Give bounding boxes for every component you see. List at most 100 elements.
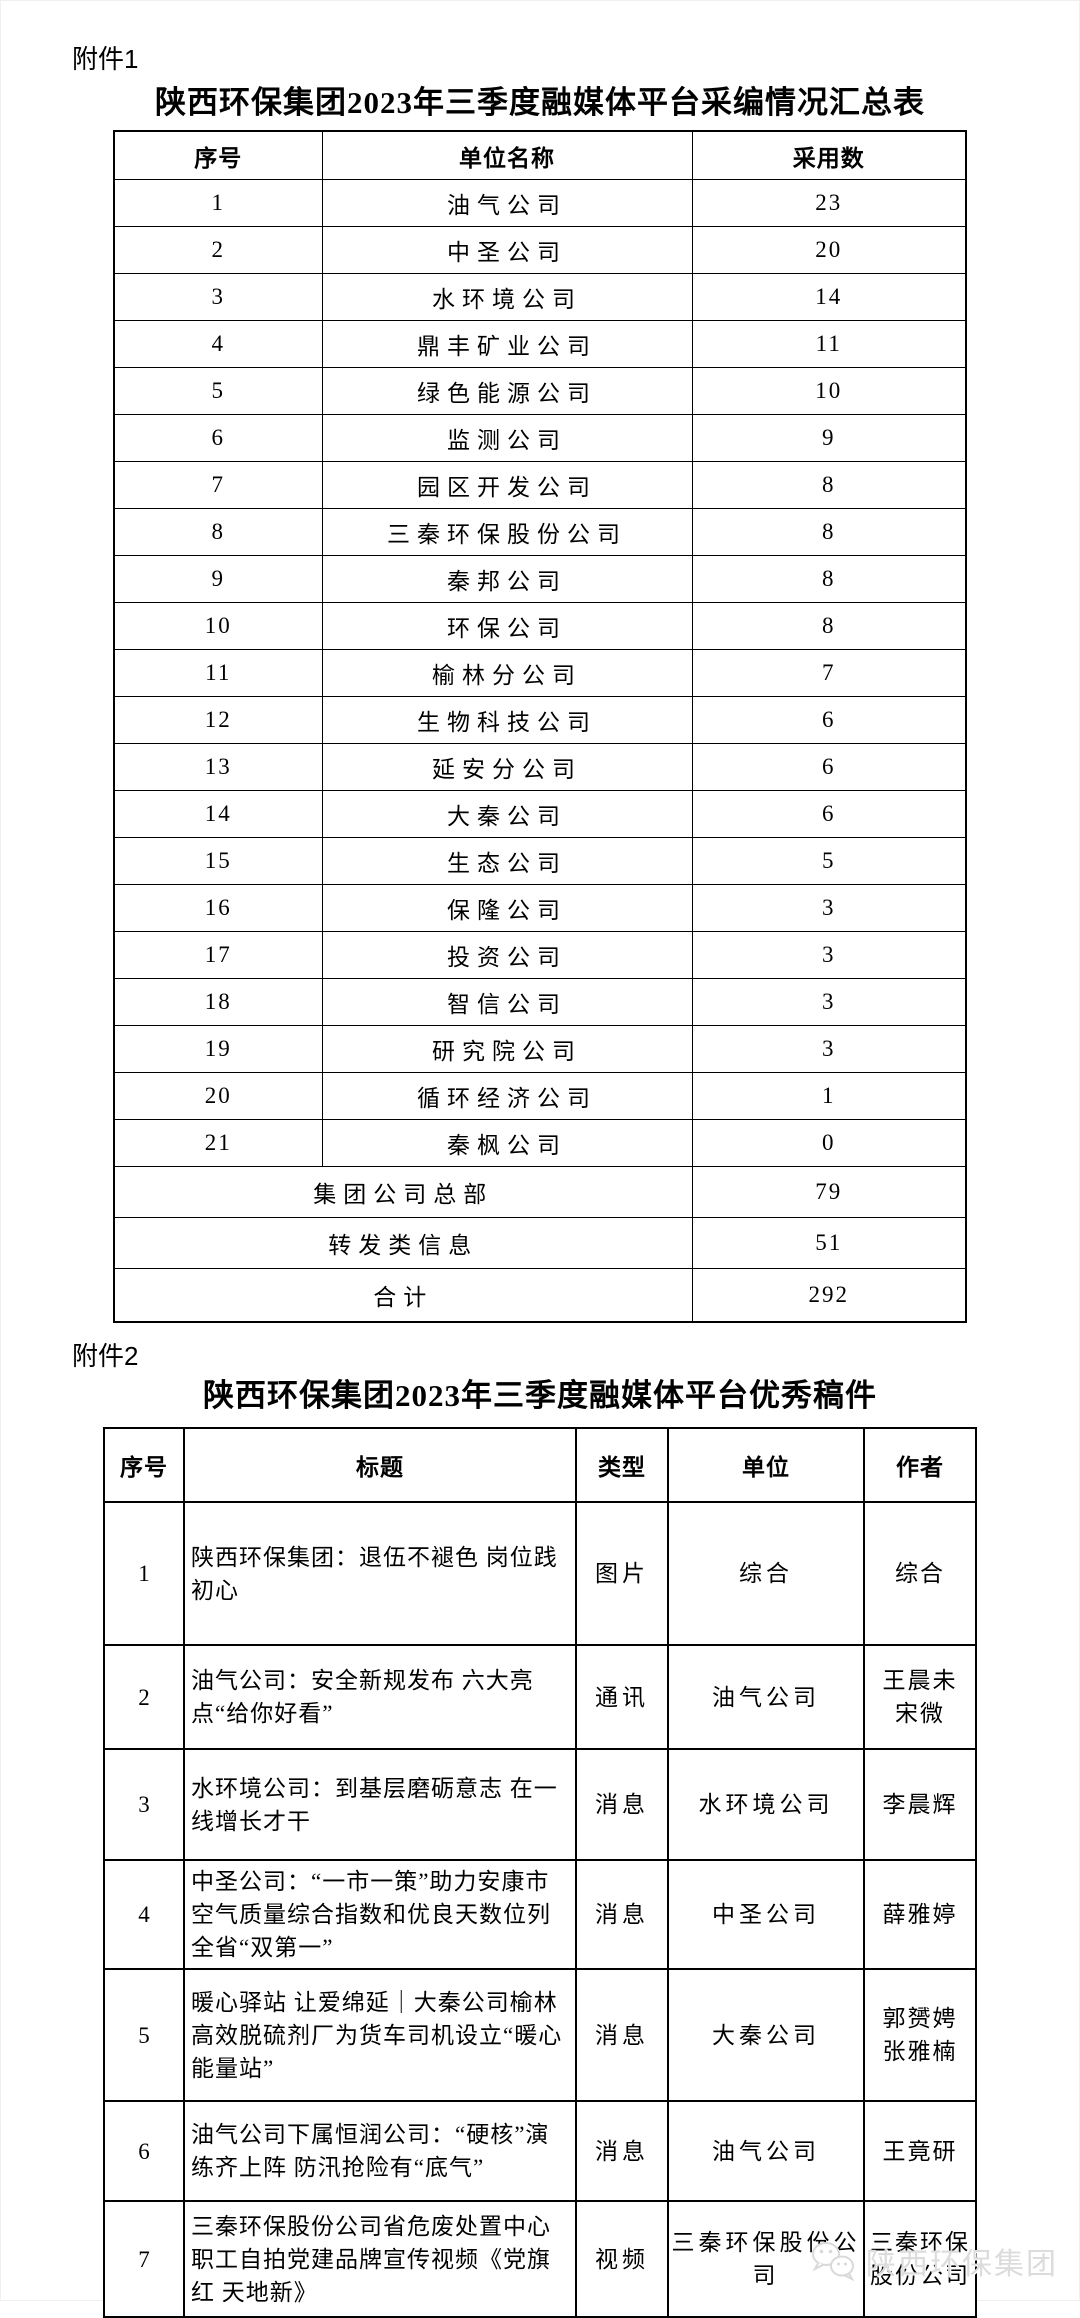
row-number-cell: 21: [113, 1119, 323, 1167]
table-row: 2 中圣公司 20: [113, 226, 967, 274]
summary-label-cell: 转发类信息: [113, 1217, 693, 1269]
unit-name-cell: 秦邦公司: [321, 555, 693, 603]
table-row: 7 园区开发公司 8: [113, 461, 967, 509]
article-row: 6 油气公司下属恒润公司：“硬核”演练齐上阵 防汛抢险有“底气” 消息 油气公司 王竟研: [103, 2100, 977, 2202]
article-author-cell: 三秦环保股份公司: [863, 2200, 977, 2318]
count-cell: 6: [691, 696, 967, 744]
row-number-cell: 12: [113, 696, 323, 744]
unit-name-cell: 大秦公司: [321, 790, 693, 838]
article-title-cell: 油气公司下属恒润公司：“硬核”演练齐上阵 防汛抢险有“底气”: [183, 2100, 577, 2202]
unit-name-cell: 园区开发公司: [321, 461, 693, 509]
article-unit-cell: 水环境公司: [667, 1748, 865, 1861]
table-row: 11 榆林分公司 7: [113, 649, 967, 697]
summary-count-cell: 292: [691, 1268, 967, 1323]
articles-table: 序号 标题 类型 单位 作者 1 陕西环保集团：退伍不褪色 岗位践初心 图片 综合 综合 2 油气公…: [103, 1427, 977, 2318]
row-number-cell: 20: [113, 1072, 323, 1120]
summary-row: 集团公司总部 79: [113, 1166, 967, 1218]
row-number-cell: 2: [113, 226, 323, 274]
article-type-cell: 消息: [575, 1859, 669, 1970]
table-row: 9 秦邦公司 8: [113, 555, 967, 603]
article-type-cell: 消息: [575, 1968, 669, 2102]
unit-name-cell: 环保公司: [321, 602, 693, 650]
table-row: 1 油气公司 23: [113, 179, 967, 227]
count-cell: 5: [691, 837, 967, 885]
unit-name-cell: 三秦环保股份公司: [321, 508, 693, 556]
table-row: 5 绿色能源公司 10: [113, 367, 967, 415]
articles-header-cell: 标题: [183, 1427, 577, 1503]
count-cell: 6: [691, 743, 967, 791]
article-author-cell: 王竟研: [863, 2100, 977, 2202]
articles-header-cell: 作者: [863, 1427, 977, 1503]
table-row: 20 循环经济公司 1: [113, 1072, 967, 1120]
articles-table-header-row: 序号 标题 类型 单位 作者: [103, 1427, 977, 1503]
summary-table-header-row: 序号 单位名称 采用数: [113, 130, 967, 180]
table-row: 17 投资公司 3: [113, 931, 967, 979]
watermark: 陕西环保集团: [810, 2239, 1058, 2283]
article-author-cell: 综合: [863, 1501, 977, 1646]
article-unit-cell: 中圣公司: [667, 1859, 865, 1970]
count-cell: 11: [691, 320, 967, 368]
count-cell: 8: [691, 508, 967, 556]
unit-name-cell: 鼎丰矿业公司: [321, 320, 693, 368]
article-no-cell: 1: [103, 1501, 185, 1646]
table-row: 16 保隆公司 3: [113, 884, 967, 932]
count-cell: 3: [691, 884, 967, 932]
count-cell: 23: [691, 179, 967, 227]
summary-header-cell: 采用数: [691, 130, 967, 180]
unit-name-cell: 生态公司: [321, 837, 693, 885]
unit-name-cell: 智信公司: [321, 978, 693, 1026]
article-row: 5 暖心驿站 让爱绵延｜大秦公司榆林高效脱硫剂厂为货车司机设立“暖心能量站” 消息大…: [103, 1968, 977, 2102]
row-number-cell: 13: [113, 743, 323, 791]
article-title-cell: 陕西环保集团：退伍不褪色 岗位践初心: [183, 1501, 577, 1646]
count-cell: 0: [691, 1119, 967, 1167]
attachment2-label: 附件2: [72, 1341, 139, 1371]
table-row: 21 秦枫公司 0: [113, 1119, 967, 1167]
row-number-cell: 14: [113, 790, 323, 838]
attachment1-label: 附件1: [72, 44, 139, 74]
articles-header-cell: 序号: [103, 1427, 185, 1503]
row-number-cell: 7: [113, 461, 323, 509]
table1-title: 陕西环保集团2023年三季度融媒体平台采编情况汇总表: [155, 85, 925, 120]
unit-name-cell: 生物科技公司: [321, 696, 693, 744]
article-title-cell: 中圣公司：“一市一策”助力安康市空气质量综合指数和优良天数位列全省“双第一”: [183, 1859, 577, 1970]
unit-name-cell: 投资公司: [321, 931, 693, 979]
count-cell: 8: [691, 602, 967, 650]
unit-name-cell: 保隆公司: [321, 884, 693, 932]
summary-table-body: 1 油气公司 23 2 中圣公司 20 3 水环境公司 14 4 鼎丰矿业公司 11 5 绿色能源公司 10…: [113, 179, 967, 1323]
table-row: 19 研究院公司 3: [113, 1025, 967, 1073]
article-no-cell: 6: [103, 2100, 185, 2202]
wechat-icon: [810, 2240, 858, 2282]
count-cell: 14: [691, 273, 967, 321]
row-number-cell: 11: [113, 649, 323, 697]
table-row: 10 环保公司 8: [113, 602, 967, 650]
summary-count-cell: 79: [691, 1166, 967, 1218]
article-unit-cell: 油气公司: [667, 2100, 865, 2202]
summary-table: 序号 单位名称 采用数 1 油气公司 23 2 中圣公司 20 3 水环境公司 14 4 鼎丰矿业公司 1…: [113, 130, 967, 1323]
watermark-text: 陕西环保集团: [866, 2248, 1058, 2281]
summary-table-head: 序号 单位名称 采用数: [113, 130, 967, 180]
unit-name-cell: 榆林分公司: [321, 649, 693, 697]
unit-name-cell: 中圣公司: [321, 226, 693, 274]
article-type-cell: 通讯: [575, 1644, 669, 1750]
unit-name-cell: 水环境公司: [321, 273, 693, 321]
article-no-cell: 2: [103, 1644, 185, 1750]
article-unit-cell: 油气公司: [667, 1644, 865, 1750]
count-cell: 9: [691, 414, 967, 462]
count-cell: 8: [691, 461, 967, 509]
row-number-cell: 19: [113, 1025, 323, 1073]
article-no-cell: 3: [103, 1748, 185, 1861]
count-cell: 6: [691, 790, 967, 838]
table-row: 14 大秦公司 6: [113, 790, 967, 838]
article-title-cell: 油气公司：安全新规发布 六大亮点“给你好看”: [183, 1644, 577, 1750]
row-number-cell: 15: [113, 837, 323, 885]
article-no-cell: 7: [103, 2200, 185, 2318]
article-author-cell: 王晨未 宋微: [863, 1644, 977, 1750]
unit-name-cell: 循环经济公司: [321, 1072, 693, 1120]
summary-count-cell: 51: [691, 1217, 967, 1269]
unit-name-cell: 延安分公司: [321, 743, 693, 791]
count-cell: 3: [691, 1025, 967, 1073]
article-row: 2 油气公司：安全新规发布 六大亮点“给你好看” 通讯 油气公司 王晨未 宋微: [103, 1644, 977, 1750]
unit-name-cell: 秦枫公司: [321, 1119, 693, 1167]
unit-name-cell: 研究院公司: [321, 1025, 693, 1073]
